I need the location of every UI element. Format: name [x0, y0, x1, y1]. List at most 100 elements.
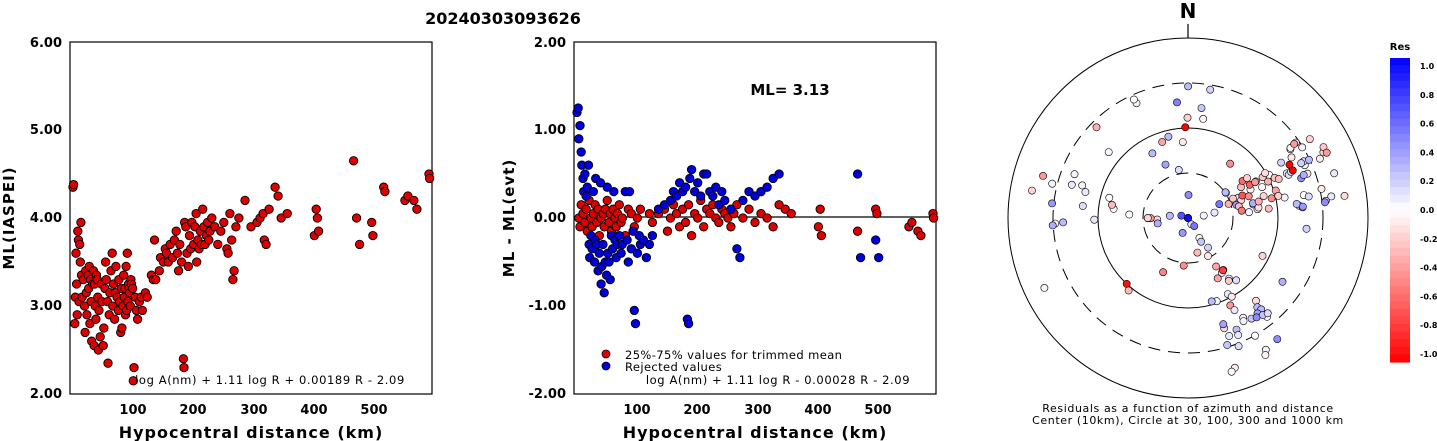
station-point — [1124, 286, 1133, 295]
data-point — [686, 164, 697, 175]
data-point — [354, 239, 365, 250]
y-tick-label: 5.00 — [30, 123, 62, 138]
x-axis-label-2: Hypocentral distance (km) — [623, 423, 888, 441]
x-tick-label: 100 — [119, 403, 146, 418]
data-point — [617, 213, 627, 223]
data-point — [629, 305, 639, 316]
y-tick-label: 2.00 — [534, 36, 566, 51]
data-point — [219, 217, 229, 228]
colorbar-block — [1390, 194, 1410, 203]
y-tick-label: -2.00 — [529, 387, 566, 402]
data-point — [71, 248, 81, 258]
data-point — [137, 305, 148, 316]
colorbar-block — [1390, 172, 1410, 181]
data-point — [680, 182, 691, 192]
station-point — [1148, 149, 1157, 158]
scatter-points-2 — [572, 103, 939, 329]
station-point — [1259, 192, 1268, 200]
data-point — [121, 261, 131, 272]
data-point — [273, 191, 283, 201]
data-point — [175, 239, 185, 250]
data-point — [270, 182, 280, 192]
station-point — [1219, 320, 1228, 329]
station-point — [1298, 143, 1307, 152]
data-point — [149, 235, 160, 245]
data-point — [644, 239, 655, 250]
data-point — [589, 257, 600, 267]
colorbar-block — [1390, 293, 1410, 302]
colorbar-block — [1390, 301, 1410, 310]
station-point — [1130, 95, 1138, 104]
data-point — [683, 318, 694, 329]
station-point — [1305, 155, 1313, 164]
data-point — [204, 235, 214, 245]
data-point — [599, 288, 609, 298]
station-point — [1221, 188, 1230, 197]
data-point — [616, 248, 626, 258]
data-point — [693, 178, 703, 188]
colorbar-block — [1390, 263, 1410, 272]
data-point — [409, 195, 419, 206]
data-point — [261, 239, 271, 250]
station-point — [1274, 191, 1283, 200]
colorbar-block — [1390, 339, 1410, 348]
station-point — [1067, 180, 1076, 189]
data-point — [171, 226, 181, 236]
legend-marker-red — [601, 349, 611, 359]
data-point — [351, 213, 362, 223]
station-point — [1199, 211, 1208, 220]
data-point — [696, 191, 706, 201]
data-point — [647, 230, 658, 241]
station-point — [1161, 160, 1170, 169]
legend-label-trimmed: 25%-75% values for trimmed mean — [625, 348, 842, 362]
data-point — [101, 274, 111, 285]
station-point — [1165, 211, 1174, 220]
station-point — [1215, 200, 1224, 208]
data-point — [117, 323, 127, 333]
station-point — [1287, 153, 1296, 162]
data-point — [240, 195, 250, 206]
station-point — [1278, 277, 1287, 286]
data-point — [79, 301, 90, 311]
data-point — [75, 239, 85, 250]
colorbar-tick-label: -0.2 — [1420, 235, 1437, 244]
data-point — [98, 340, 108, 351]
data-point — [726, 222, 736, 232]
legend-label-rejected: Rejected values — [625, 360, 722, 374]
station-residual-points — [1028, 82, 1349, 376]
colorbar-block — [1390, 141, 1410, 150]
station-point — [1263, 309, 1272, 318]
y-tick-labels-2: -2.00 -1.00 0.00 1.00 2.00 — [529, 36, 566, 402]
data-point — [632, 213, 643, 223]
colorbar-blocks — [1390, 58, 1410, 363]
colorbar-tick-label: 1.0 — [1420, 62, 1435, 71]
data-point — [717, 186, 727, 197]
data-point — [178, 354, 189, 364]
data-point — [683, 200, 694, 210]
data-point — [750, 217, 760, 228]
data-point — [786, 208, 796, 219]
data-point — [872, 208, 882, 219]
panel-ml-residual: -2.00 -1.00 0.00 1.00 2.00 100 200 300 4… — [500, 36, 939, 441]
colorbar-tick-labels: 1.0 0.8 0.6 0.4 0.2 0.0 -0.2 -0.4 -0.6 -0.8 -1.0 — [1420, 62, 1437, 359]
colorbar-block — [1390, 232, 1410, 241]
station-point — [1173, 98, 1181, 107]
colorbar-block — [1390, 156, 1410, 165]
colorbar-block — [1390, 248, 1410, 257]
data-point — [574, 134, 584, 144]
station-point — [1164, 132, 1173, 141]
data-point — [82, 310, 92, 320]
data-point — [874, 252, 884, 263]
station-point — [1183, 113, 1192, 122]
data-point — [424, 173, 435, 184]
colorbar-block — [1390, 346, 1410, 355]
data-point — [686, 230, 697, 241]
data-point — [614, 230, 624, 241]
colorbar-tick-label: -1.0 — [1420, 350, 1437, 359]
colorbar-title: Res — [1390, 42, 1410, 53]
station-point — [1178, 138, 1187, 146]
colorbar-block — [1390, 65, 1410, 74]
station-point — [1273, 335, 1282, 343]
plot-frame-1 — [69, 41, 433, 395]
